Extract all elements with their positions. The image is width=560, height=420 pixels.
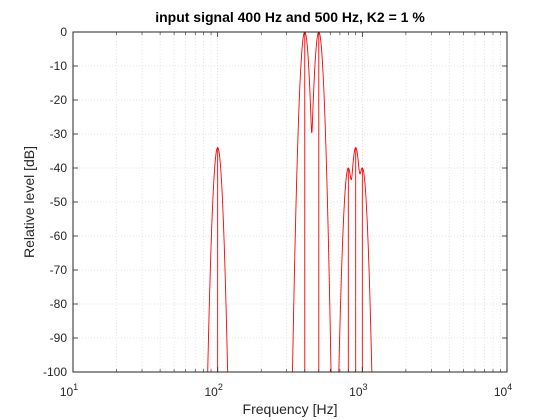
y-axis-label: Relative level [dB] — [21, 146, 37, 258]
chart-title: input signal 400 Hz and 500 Hz, K2 = 1 % — [155, 9, 425, 25]
y-tick-label: -90 — [50, 331, 68, 345]
y-tick-label: -50 — [50, 195, 68, 209]
grid — [72, 32, 508, 372]
y-tick-label: -100 — [43, 365, 67, 379]
y-tick-label: -30 — [50, 127, 68, 141]
x-axis-label: Frequency [Hz] — [243, 401, 338, 417]
ticks — [72, 31, 508, 373]
y-tick-label: -70 — [50, 263, 68, 277]
y-tick-label: 0 — [60, 25, 67, 39]
y-tick-label: -10 — [50, 59, 68, 73]
y-tick-label: -60 — [50, 229, 68, 243]
y-tick-label: -80 — [50, 297, 68, 311]
tick-labels: 101 102 103 1040-10-20-30-40-50-60-70-80-90… — [43, 25, 512, 399]
y-tick-label: -40 — [50, 161, 68, 175]
y-tick-label: -20 — [50, 93, 68, 107]
